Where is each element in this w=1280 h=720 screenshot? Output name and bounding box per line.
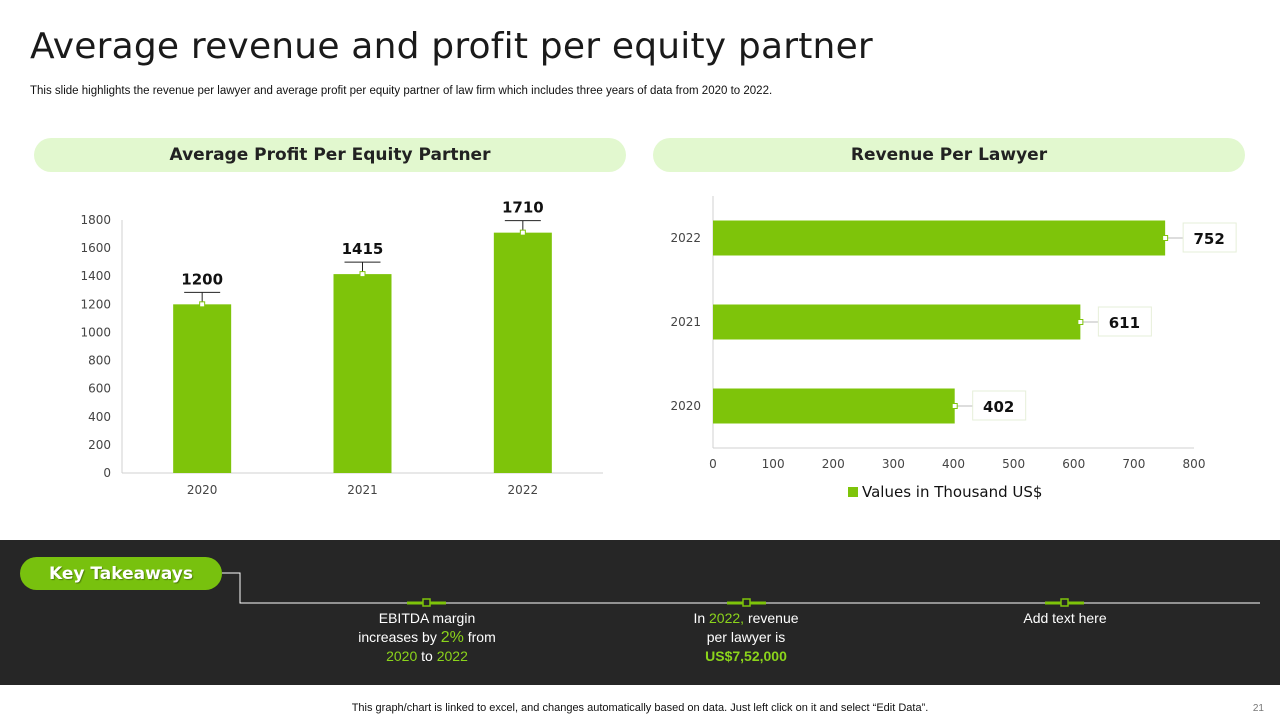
- y-tick-label: 2020: [670, 399, 701, 413]
- data-marker: [519, 229, 526, 236]
- y-tick-label: 800: [88, 354, 111, 368]
- y-tick-label: 0: [103, 466, 111, 480]
- left-chart-header: Average Profit Per Equity Partner: [34, 138, 626, 172]
- bar: [493, 232, 552, 473]
- revenue-hbar-chart[interactable]: 0 100 200 300 400 500 600 700 800 2022 752 2021 611 2…: [0, 0, 1280, 520]
- marker-1: [407, 598, 446, 607]
- marker-3: [1045, 598, 1084, 607]
- data-marker: [199, 301, 206, 308]
- y-tick-label: 1200: [80, 297, 111, 311]
- takeaway-1-line3: 2020 to 2022: [386, 648, 468, 664]
- footer-note: This graph/chart is linked to excel, and…: [351, 702, 929, 714]
- takeaway-1: EBITDA margin increases by 2% from 2020 …: [337, 609, 517, 666]
- page-subtitle: This slide highlights the revenue per la…: [30, 85, 773, 97]
- y-tick-label: 1600: [80, 241, 111, 255]
- takeaway-1-line2: increases by 2% from: [358, 629, 496, 646]
- data-label-box: [972, 390, 1027, 421]
- x-tick-label: 300: [882, 457, 905, 471]
- takeaways-connector: [222, 572, 1260, 607]
- bar: [713, 220, 1166, 256]
- takeaway-3[interactable]: Add text here: [975, 609, 1155, 628]
- bar: [713, 304, 1081, 340]
- takeaway-1-line1: EBITDA margin: [378, 610, 476, 626]
- data-label: 611: [1109, 314, 1140, 332]
- takeaway-2-line1: In 2022, revenue: [693, 610, 799, 626]
- x-tick-label: 100: [762, 457, 785, 471]
- x-tick-label: 500: [1002, 457, 1025, 471]
- data-label: 402: [983, 398, 1014, 416]
- x-tick-label: 2020: [187, 483, 218, 497]
- legend-swatch: [848, 487, 858, 497]
- marker-2: [727, 598, 766, 607]
- y-tick-label: 1800: [80, 213, 111, 227]
- x-tick-label: 700: [1122, 457, 1145, 471]
- bar: [333, 274, 392, 473]
- right-chart-header: Revenue Per Lawyer: [653, 138, 1245, 172]
- page-title: Average revenue and profit per equity pa…: [30, 26, 873, 67]
- data-marker: [951, 403, 958, 409]
- data-marker: [359, 271, 366, 278]
- takeaway-3-line1: Add text here: [1023, 610, 1107, 626]
- x-tick-label: 800: [1183, 457, 1206, 471]
- y-tick-label: 600: [88, 382, 111, 396]
- x-tick-label: 600: [1062, 457, 1085, 471]
- x-tick-label: 0: [709, 457, 717, 471]
- data-label-box: [1097, 306, 1152, 337]
- takeaway-2: In 2022, revenue per lawyer is US$7,52,0…: [656, 609, 836, 666]
- data-label: 752: [1193, 230, 1224, 248]
- profit-bar-chart[interactable]: 0 200 400 600 800 1000 1200 1400 1600 1800 2020 120…: [0, 0, 640, 520]
- data-label: 1415: [342, 240, 384, 258]
- data-label: 1200: [181, 270, 223, 288]
- takeaway-2-line2: per lawyer is: [706, 629, 786, 645]
- page-number: 21: [1252, 703, 1264, 714]
- y-tick-label: 1400: [80, 269, 111, 283]
- y-tick-label: 1000: [80, 325, 111, 339]
- x-tick-label: 2021: [347, 483, 378, 497]
- y-tick-label: 400: [88, 410, 111, 424]
- y-tick-label: 200: [88, 438, 111, 452]
- takeaway-2-line3: US$7,52,000: [705, 648, 787, 664]
- data-label-box: [1182, 222, 1237, 253]
- y-tick-label: 2022: [670, 231, 701, 245]
- x-tick-label: 400: [942, 457, 965, 471]
- bar: [713, 388, 955, 424]
- data-marker: [1162, 235, 1169, 241]
- x-tick-label: 200: [822, 457, 845, 471]
- data-label: 1710: [502, 199, 544, 217]
- legend-label: Values in Thousand US$: [862, 483, 1042, 501]
- y-tick-label: 2021: [670, 315, 701, 329]
- x-tick-label: 2022: [508, 483, 539, 497]
- data-marker: [1077, 319, 1084, 325]
- bar: [173, 304, 232, 473]
- key-takeaways-label: Key Takeaways: [20, 557, 222, 590]
